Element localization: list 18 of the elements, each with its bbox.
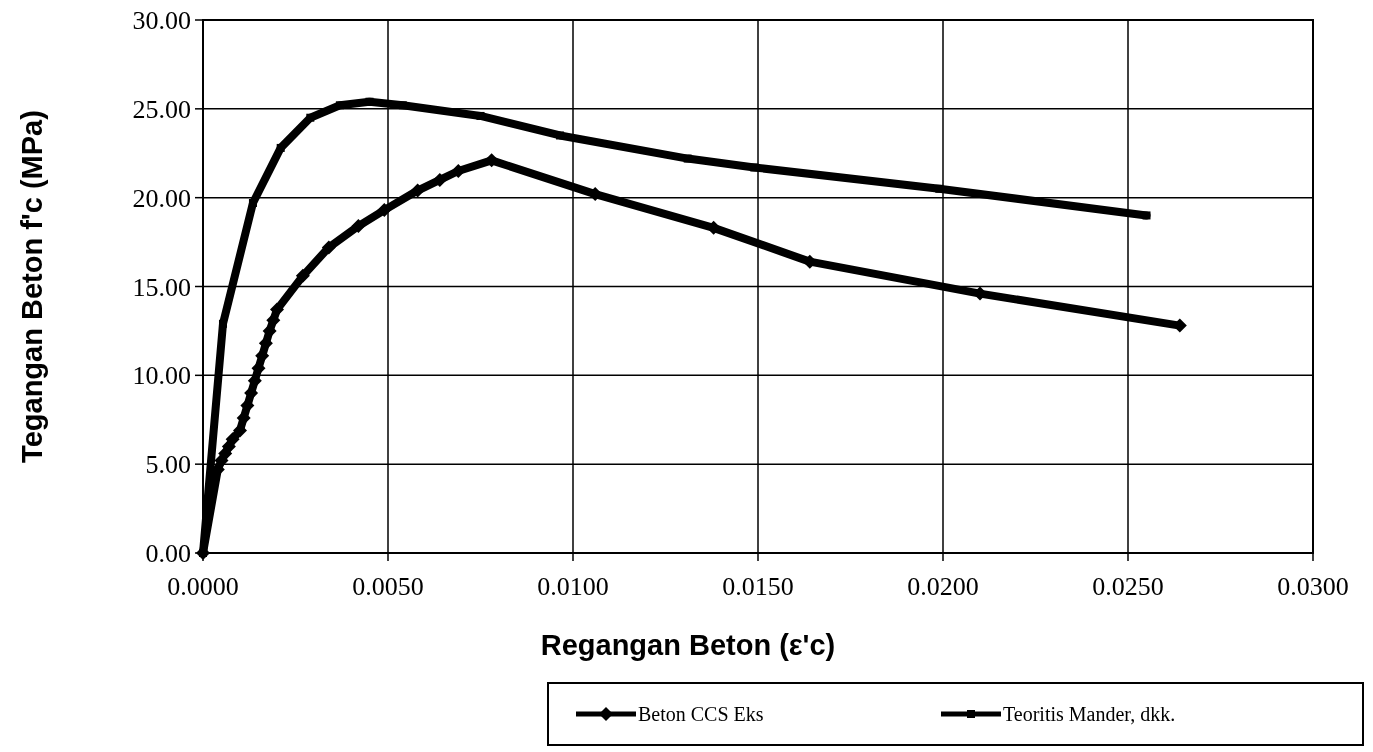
x-tick-label: 0.0050 [352, 572, 424, 601]
y-tick-label: 0.00 [145, 539, 191, 569]
y-tick-label: 30.00 [132, 6, 191, 36]
x-tick-label: 0.0100 [537, 572, 609, 601]
x-tick-label: 0.0200 [907, 572, 979, 601]
y-tick-label: 25.00 [132, 94, 191, 124]
x-tick-label: 0.0300 [1277, 572, 1349, 601]
y-axis-title: Tegangan Beton f'c (MPa) [16, 110, 48, 463]
legend-label: Teoritis Mander, dkk. [1003, 703, 1176, 725]
y-tick-label: 15.00 [132, 272, 191, 302]
y-tick-label: 5.00 [145, 450, 191, 480]
x-tick-label: 0.0000 [167, 572, 239, 601]
y-tick-label: 10.00 [132, 361, 191, 391]
x-tick-label: 0.0250 [1092, 572, 1164, 601]
y-tick-label: 20.00 [132, 183, 191, 213]
legend-label: Beton CCS Eks [638, 703, 764, 725]
x-axis-title: Regangan Beton (ε'c) [540, 629, 836, 661]
x-tick-label: 0.0150 [722, 572, 794, 601]
